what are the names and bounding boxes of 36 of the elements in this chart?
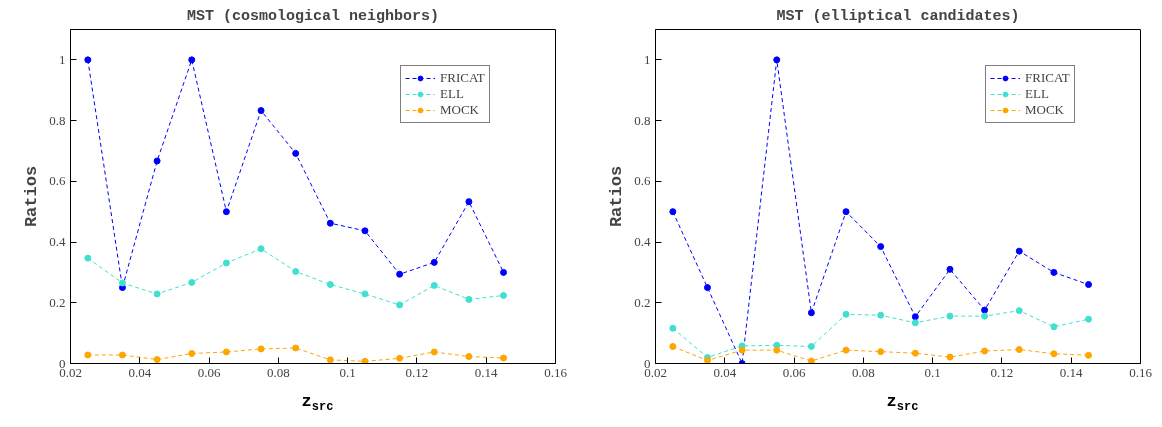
- x-tick-label: 0.06: [782, 364, 806, 380]
- y-tick-label: 0.8: [49, 112, 66, 128]
- y-tick-label: 0.2: [634, 294, 651, 310]
- x-tick-label: 0.12: [990, 364, 1014, 380]
- x-axis-title: z$_{src}$: [886, 392, 919, 417]
- x-axis-title: z$_{src}$: [301, 392, 334, 417]
- x-tick-label: 0.16: [544, 364, 568, 380]
- x-tick-label: 0.16: [1129, 364, 1153, 380]
- y-tick-label: 0.6: [634, 173, 651, 189]
- y-tick-label: 1: [59, 51, 66, 67]
- y-axis-title: Ratios: [22, 165, 42, 228]
- legend-label: FRICAT: [1025, 70, 1070, 86]
- chart-title: MST (cosmological neighbors): [186, 7, 440, 25]
- y-tick-label: 0.4: [634, 234, 651, 250]
- legend-label: ELL: [440, 86, 464, 102]
- legend-label: FRICAT: [440, 70, 485, 86]
- y-tick-label: 1: [644, 51, 651, 67]
- x-tick-label: 0.1: [339, 364, 356, 380]
- x-tick-label: 0.14: [1059, 364, 1084, 380]
- x-tick-label: 0.14: [474, 364, 499, 380]
- legend-label: MOCK: [1025, 102, 1065, 118]
- x-tick-label: 0.08: [266, 364, 290, 380]
- x-tick-label: 0.04: [713, 364, 737, 380]
- legend-label: ELL: [1025, 86, 1049, 102]
- y-tick-label: 0.8: [634, 112, 651, 128]
- x-tick-label: 0.08: [851, 364, 875, 380]
- x-tick-label: 0.1: [924, 364, 941, 380]
- y-axis-title: Ratios: [607, 165, 627, 228]
- x-tick-label: 0.06: [197, 364, 221, 380]
- x-tick-label: 0.04: [128, 364, 152, 380]
- y-tick-label: 0.6: [49, 173, 66, 189]
- y-tick-label: 0.2: [49, 294, 66, 310]
- y-tick-label: 0.4: [49, 234, 66, 250]
- x-tick-label: 0.12: [405, 364, 429, 380]
- chart-title: MST (elliptical candidates): [776, 7, 1020, 25]
- legend-label: MOCK: [440, 102, 480, 118]
